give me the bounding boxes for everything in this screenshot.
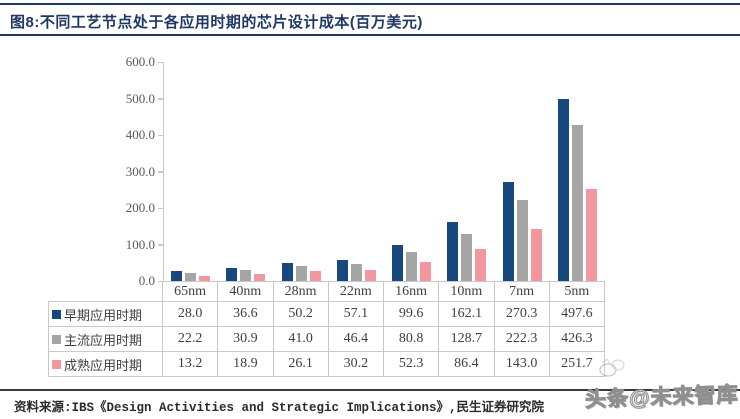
title-rule [0, 34, 740, 36]
table-value-cell: 50.2 [273, 302, 329, 327]
bar [295, 266, 307, 281]
y-axis-tick-mark [158, 61, 163, 63]
bar [350, 264, 362, 281]
bar [199, 276, 210, 281]
bar [254, 274, 266, 281]
table-value-cell: 57.1 [328, 302, 384, 327]
table-value-cell: 128.7 [439, 327, 495, 352]
table-value-cell: 222.3 [494, 327, 550, 352]
table-value-cell: 22.2 [163, 327, 219, 352]
table-row-label: 主流应用时期 [48, 327, 163, 352]
table-value-cell: 13.2 [163, 352, 219, 377]
table-value-cell: 497.6 [549, 302, 605, 327]
table-column-header: 16nm [384, 281, 440, 302]
bar [406, 251, 417, 281]
series-name: 早期应用时期 [64, 307, 143, 323]
y-axis-tick-label: 600.0 [125, 54, 155, 69]
source-note: 资料来源:IBS《Design Activities and Strategic… [14, 401, 545, 415]
table-value-cell: 46.4 [328, 327, 384, 352]
bar [336, 260, 348, 281]
bar [502, 182, 514, 281]
series-name: 主流应用时期 [64, 332, 143, 348]
y-axis-line [163, 62, 164, 281]
watermark: 头条@未来智库 [584, 383, 739, 412]
bar [585, 189, 597, 281]
watermark-logo-icon [599, 358, 625, 377]
table-value-cell: 270.3 [494, 302, 550, 327]
table-value-cell: 251.7 [549, 352, 605, 377]
footer-rule [0, 389, 740, 391]
table-value-cell: 30.9 [218, 327, 274, 352]
top-rule [0, 3, 740, 5]
y-axis-tick-label: 400.0 [125, 127, 155, 142]
table-value-cell: 18.9 [218, 352, 274, 377]
bar [571, 125, 583, 281]
bar [530, 228, 542, 281]
legend-key-icon [52, 309, 61, 319]
table-value-cell: 143.0 [494, 352, 550, 377]
bar [475, 249, 487, 281]
bar [240, 269, 252, 281]
table-value-cell: 41.0 [273, 327, 329, 352]
bar [447, 221, 459, 281]
figure-title: 图8:不同工艺节点处于各应用时期的芯片设计成本(百万美元) [10, 14, 423, 31]
table-column-header: 28nm [273, 281, 329, 302]
y-axis-tick-mark [158, 280, 163, 282]
bar [281, 262, 293, 281]
table-column-header: 5nm [549, 281, 605, 302]
y-axis-tick-mark [158, 207, 163, 209]
y-axis-tick-mark [158, 244, 163, 246]
table-column-header: 7nm [494, 281, 550, 302]
table-value-cell: 36.6 [218, 302, 274, 327]
y-axis-tick-label: 0.0 [138, 273, 155, 288]
bar [461, 234, 473, 281]
bar [171, 270, 182, 281]
table-value-cell: 26.1 [273, 352, 329, 377]
table-corner-cell [48, 281, 163, 302]
table-value-cell: 28.0 [163, 302, 219, 327]
table-value-cell: 426.3 [549, 327, 605, 352]
table-value-cell: 162.1 [439, 302, 495, 327]
y-axis-tick-label: 500.0 [125, 90, 155, 106]
bar [309, 271, 321, 281]
bar [364, 269, 376, 281]
table-column-header: 22nm [328, 281, 384, 302]
series-name: 成熟应用时期 [64, 357, 143, 373]
table-value-cell: 30.2 [328, 352, 384, 377]
table-column-header: 10nm [439, 281, 495, 302]
bar [557, 99, 569, 281]
legend-key-icon [52, 359, 61, 369]
y-axis-tick-label: 300.0 [125, 163, 155, 179]
y-axis-tick-mark [158, 98, 163, 100]
table-column-header: 65nm [163, 281, 219, 302]
data-table: 65nm 40nm 28nm 22nm 16nm 10nm 7nm 5nm 早期应用时期 28.0… [48, 281, 605, 377]
table-row-label: 成熟应用时期 [48, 352, 163, 377]
bar [226, 267, 238, 281]
y-axis-tick-label: 200.0 [125, 200, 155, 215]
bar [420, 261, 431, 281]
bar [516, 199, 528, 281]
legend-key-icon [52, 334, 61, 344]
table-row-label: 早期应用时期 [48, 302, 163, 327]
table-value-cell: 52.3 [384, 352, 440, 377]
y-axis-tick-mark [158, 171, 163, 173]
plot-area [163, 62, 605, 281]
table-value-cell: 99.6 [384, 302, 440, 327]
table-value-cell: 86.4 [439, 352, 495, 377]
y-axis-tick-mark [158, 134, 163, 136]
table-column-header: 40nm [218, 281, 274, 302]
y-axis-tick-label: 100.0 [125, 236, 155, 252]
bar [185, 272, 196, 281]
table-value-cell: 80.8 [384, 327, 440, 352]
bar [392, 244, 403, 281]
